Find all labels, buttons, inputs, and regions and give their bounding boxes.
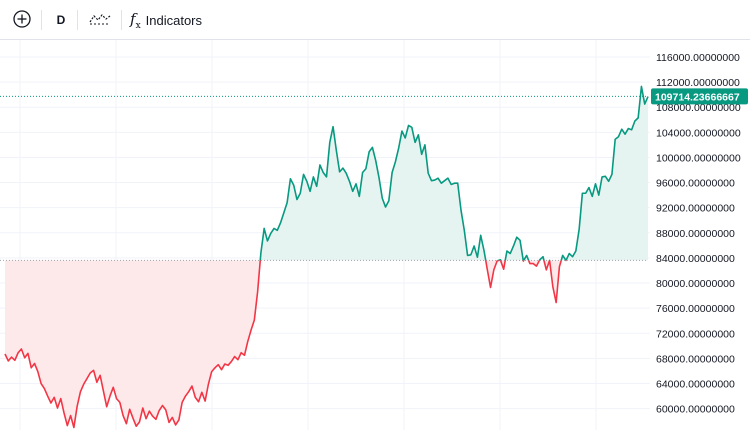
add-symbol-button[interactable]: [9, 5, 35, 35]
price-chart[interactable]: 116000.00000000 112000.00000000 108000.000…: [0, 40, 750, 430]
series-line-above-baseline: [259, 85, 649, 261]
indicators-label: Indicators: [145, 12, 203, 28]
below-baseline-area: [5, 260, 648, 428]
price-axis-label: 84000.00000000: [656, 253, 735, 265]
price-axis-label: 104000.00000000: [656, 127, 741, 139]
price-axis-label: 108000.00000000: [656, 102, 741, 114]
last-price-label: 109714.23666667: [655, 91, 740, 103]
price-axis-label: 72000.00000000: [656, 328, 735, 340]
series-line-below-baseline: [4, 260, 567, 429]
interval-label: D: [56, 13, 66, 27]
line-chart-icon: [88, 10, 112, 31]
price-axis-label: 116000.00000000: [656, 52, 740, 64]
price-axis-label: 88000.00000000: [656, 228, 735, 240]
interval-button[interactable]: D: [50, 5, 72, 35]
above-baseline-area: [260, 86, 648, 261]
price-axis-label: 100000.00000000: [656, 152, 741, 164]
chart-type-button[interactable]: [86, 5, 114, 35]
toolbar-separator: [121, 10, 122, 30]
chart-toolbar: D fx Indicators: [0, 0, 750, 40]
price-axis-label: 96000.00000000: [656, 178, 735, 190]
last-price-tag-bg: [651, 88, 748, 105]
price-axis-label: 60000.00000000: [656, 404, 735, 416]
price-axis[interactable]: 116000.00000000 112000.00000000 108000.000…: [656, 52, 741, 416]
toolbar-separator: [41, 10, 42, 30]
price-axis-label: 92000.00000000: [656, 203, 735, 215]
price-axis-label: 68000.00000000: [656, 353, 735, 365]
toolbar-separator: [77, 10, 78, 30]
plus-circle-icon: [12, 9, 32, 32]
price-axis-label: 76000.00000000: [656, 303, 735, 315]
fx-icon: fx: [130, 9, 141, 31]
price-axis-label: 80000.00000000: [656, 278, 735, 290]
price-series: [4, 85, 649, 429]
indicators-button[interactable]: fx Indicators: [130, 5, 208, 35]
price-axis-label: 64000.00000000: [656, 379, 735, 391]
last-price-tag: 109714.23666667: [651, 88, 748, 105]
price-axis-label: 112000.00000000: [656, 77, 740, 89]
